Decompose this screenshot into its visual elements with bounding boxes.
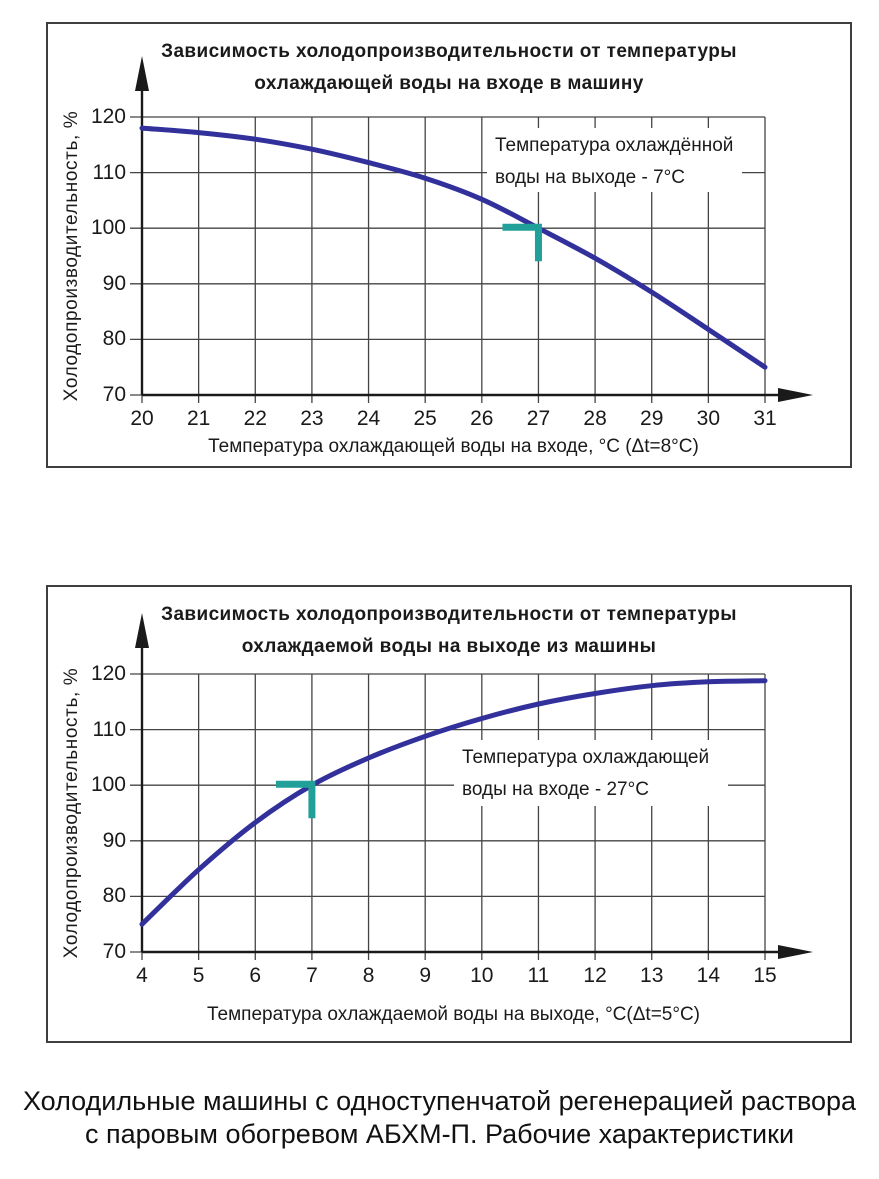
x-tick-label: 30 <box>696 407 721 430</box>
annotation-line2: воды на входе - 27°С <box>462 779 649 800</box>
x-tick-label: 10 <box>470 964 494 987</box>
chart-title-line2: охлаждаемой воды на выходе из машины <box>241 636 657 657</box>
chart-title: Зависимость холодопроизводительности от … <box>48 36 850 100</box>
x-tick-label: 4 <box>136 964 148 987</box>
x-tick-label: 25 <box>413 407 437 430</box>
y-tick-label: 100 <box>90 773 126 797</box>
annotation-chilled-water-outlet: Температура охлаждённой воды на выходе -… <box>487 128 742 192</box>
chart-panel-chilled-water-outlet: 120 110 100 90 80 70 4 5 6 7 8 9 10 11 12 13 14 15 Зависи… <box>46 585 852 1043</box>
x-tick-label: 11 <box>527 964 550 987</box>
x-tick-label: 15 <box>753 964 777 987</box>
x-axis-arrow-icon <box>778 945 813 959</box>
x-tick-label: 20 <box>130 407 154 430</box>
y-axis-label: Холодопроизводительность, % <box>61 667 82 959</box>
chart-title-line2: охлаждающей воды на входе в машину <box>254 73 644 94</box>
y-tick-label: 90 <box>102 828 126 852</box>
x-tick-label: 7 <box>306 964 318 987</box>
y-tick-label: 70 <box>102 383 126 406</box>
x-tick-label: 24 <box>356 407 381 430</box>
x-tick-label: 31 <box>753 407 777 430</box>
x-tick-label: 26 <box>470 407 494 430</box>
x-tick-label: 28 <box>583 407 607 430</box>
x-tick-label: 5 <box>192 964 205 987</box>
y-axis-label: Холодопроизводительность, % <box>61 110 82 402</box>
y-tick-label: 110 <box>92 717 126 741</box>
y-tick-label: 100 <box>90 216 126 240</box>
y-axis-arrow-icon <box>135 613 149 648</box>
y-tick-label: 80 <box>102 884 126 908</box>
x-axis-arrow-icon <box>778 388 813 402</box>
figure-caption-line1: Холодильные машины с одноступенчатой рег… <box>22 1086 857 1116</box>
x-axis-label: Температура охлаждаемой воды на выходе, … <box>206 1004 701 1025</box>
data-curve <box>139 678 768 927</box>
x-tick-label: 13 <box>640 964 664 987</box>
annotation-line1: Температура охлаждающей <box>462 747 710 768</box>
y-tick-label: 80 <box>102 327 126 351</box>
y-tick-label: 70 <box>102 940 126 963</box>
annotation-cooling-water-inlet: Температура охлаждающей воды на входе - … <box>454 740 728 806</box>
x-tick-label: 22 <box>243 407 267 430</box>
y-tick-label: 120 <box>90 105 126 128</box>
chart-title-line1: Зависимость холодопроизводительности от … <box>161 41 737 62</box>
x-tick-label: 14 <box>696 964 721 987</box>
annotation-line2: воды на выходе - 7°С <box>495 167 685 188</box>
x-tick-label: 12 <box>583 964 607 987</box>
x-tick-label: 23 <box>300 407 324 430</box>
x-axis-label: Температура охлаждающей воды на входе, °… <box>208 436 699 457</box>
rated-point-marker <box>275 780 316 819</box>
chart-panel-cooling-water-inlet: 120 110 100 90 80 70 20 21 22 23 24 25 26 27 28 29 30 31 … <box>46 22 852 468</box>
y-tick-label: 110 <box>92 160 126 184</box>
data-curve <box>139 125 768 370</box>
x-tick-label: 21 <box>186 407 211 430</box>
y-tick-label: 120 <box>90 662 126 685</box>
x-tick-label: 27 <box>526 407 551 430</box>
x-tick-label: 8 <box>362 964 375 987</box>
x-tick-label: 29 <box>640 407 664 430</box>
rated-point-marker <box>502 223 542 262</box>
x-tick-label: 9 <box>419 964 432 987</box>
chart-title: Зависимость холодопроизводительности от … <box>48 599 850 663</box>
x-tick-label: 6 <box>249 964 262 987</box>
figure-caption-line2: с паровым обогревом АБХМ-П. Рабочие хара… <box>84 1119 795 1149</box>
chart-title-line1: Зависимость холодопроизводительности от … <box>161 604 737 625</box>
figure-caption: Холодильные машины с одноступенчатой рег… <box>0 1085 879 1151</box>
y-axis-arrow-icon <box>135 56 149 91</box>
y-tick-label: 90 <box>102 271 126 295</box>
annotation-line1: Температура охлаждённой <box>495 135 734 156</box>
